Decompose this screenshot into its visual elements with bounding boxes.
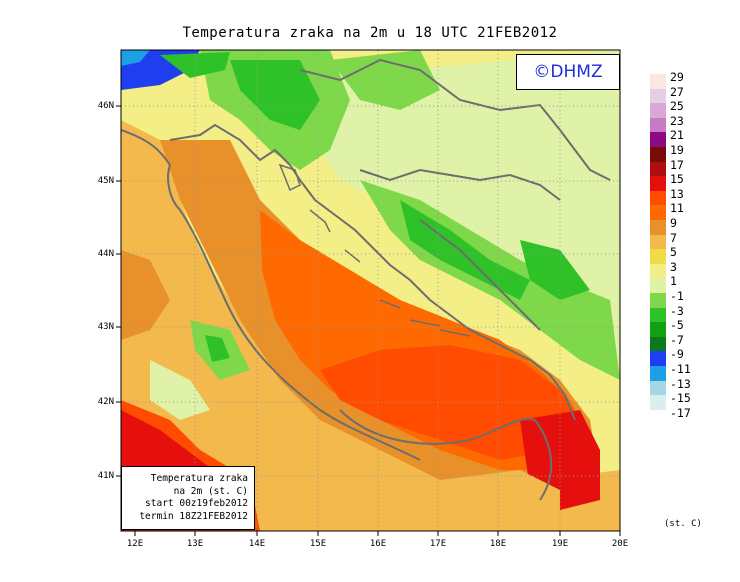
- legend-swatch: [650, 380, 666, 396]
- legend-label: 23: [670, 113, 684, 128]
- lat-label: 43N: [97, 322, 114, 332]
- legend-units: (st. C): [664, 519, 702, 529]
- legend-label: 29: [670, 70, 684, 84]
- legend-label: 3: [670, 259, 677, 274]
- legend-swatch: [650, 161, 666, 177]
- legend-label: -13: [670, 376, 691, 391]
- info-line: start 00z19feb2012: [145, 498, 248, 509]
- legend-label: 9: [670, 216, 677, 230]
- lat-label: 41N: [97, 471, 114, 481]
- legend-swatch: [650, 176, 666, 191]
- legend-swatch: [650, 336, 666, 352]
- lat-label: 44N: [97, 249, 114, 259]
- legend-label: 5: [670, 245, 677, 260]
- lon-label: 16E: [369, 539, 387, 549]
- legend-swatch: [650, 322, 666, 337]
- legend-label: -1: [670, 289, 684, 303]
- legend-swatch: [650, 263, 666, 279]
- legend-swatch: [650, 307, 666, 323]
- dhmz-logo: ©DHMZ: [516, 54, 620, 90]
- info-box: Temperatura zraka na 2m (st. C) start 00…: [121, 466, 255, 530]
- legend-swatch: [650, 351, 666, 366]
- lon-label: 13E: [186, 539, 204, 549]
- legend-label: 1: [670, 274, 677, 289]
- legend-swatch: [650, 234, 666, 250]
- legend-swatch: [650, 117, 666, 133]
- legend-swatch: [650, 293, 666, 308]
- legend-label: -9: [670, 347, 684, 362]
- legend-label: -5: [670, 318, 684, 333]
- lon-label: 18E: [489, 539, 507, 549]
- legend-label: 7: [670, 230, 677, 245]
- legend-swatch: [650, 132, 666, 147]
- legend-label: 15: [670, 172, 684, 187]
- map-title: Temperatura zraka na 2m u 18 UTC 21FEB20…: [182, 25, 558, 41]
- legend-label: 17: [670, 157, 684, 172]
- legend-label: -15: [670, 391, 691, 406]
- legend-swatch: [650, 278, 666, 293]
- legend-label: -3: [670, 303, 684, 318]
- legend-swatch: [650, 190, 666, 206]
- lon-label: 20E: [611, 539, 629, 549]
- legend-label: 21: [670, 128, 684, 143]
- legend-label: 25: [670, 99, 684, 114]
- legend-label: 27: [670, 84, 684, 99]
- lon-label: 17E: [429, 539, 447, 549]
- info-line: na 2m (st. C): [173, 485, 248, 497]
- legend-swatch: [650, 366, 666, 381]
- lat-label: 42N: [97, 397, 114, 407]
- legend-label: -7: [670, 332, 684, 347]
- legend-swatch: [650, 205, 666, 220]
- legend-swatch: [650, 220, 666, 235]
- legend-swatch: [650, 409, 666, 425]
- lon-label: 15E: [309, 539, 327, 549]
- legend-label: 19: [670, 143, 684, 157]
- temperature-field: [121, 50, 620, 531]
- info-line: termin 18Z21FEB2012: [139, 510, 248, 522]
- legend-swatch: [650, 147, 666, 162]
- legend-label: -11: [670, 362, 691, 376]
- lat-label: 46N: [97, 101, 114, 111]
- legend-swatch: [650, 103, 666, 118]
- legend-swatch: [650, 74, 666, 89]
- lon-label: 12E: [126, 539, 144, 549]
- lon-label: 14E: [248, 539, 266, 549]
- legend-swatch: [650, 88, 666, 104]
- lon-label: 19E: [551, 539, 569, 549]
- legend-label: -17: [670, 405, 691, 420]
- info-line: Temperatura zraka: [150, 473, 248, 484]
- legend-label: 11: [670, 201, 684, 216]
- lat-label: 45N: [97, 176, 114, 186]
- legend-swatch: [650, 249, 666, 264]
- legend-swatch: [650, 395, 666, 410]
- legend-label: 13: [670, 186, 684, 201]
